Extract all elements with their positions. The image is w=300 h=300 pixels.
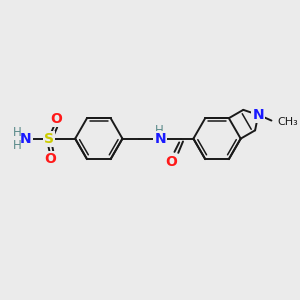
Text: H: H bbox=[13, 139, 22, 152]
Text: O: O bbox=[50, 112, 62, 126]
Text: S: S bbox=[44, 132, 54, 145]
Text: N: N bbox=[252, 108, 264, 122]
Text: N: N bbox=[20, 132, 32, 145]
Text: O: O bbox=[45, 152, 56, 167]
Text: O: O bbox=[165, 155, 177, 169]
Text: H: H bbox=[155, 124, 164, 136]
Text: N: N bbox=[154, 132, 166, 145]
Text: CH₃: CH₃ bbox=[277, 118, 298, 128]
Text: H: H bbox=[13, 125, 22, 139]
